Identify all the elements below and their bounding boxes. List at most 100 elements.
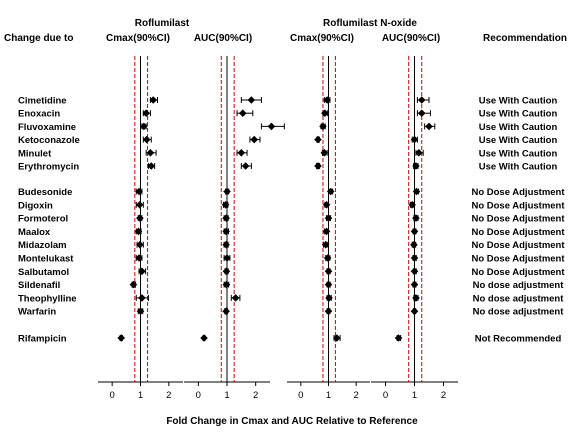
recommendation-label: Use With Caution [479, 96, 558, 107]
panel-3: 0 1 2 [287, 56, 370, 401]
point-estimate-marker [250, 135, 259, 144]
point-estimate-marker [142, 109, 150, 117]
point-estimate-marker [117, 334, 126, 342]
point-estimate-marker [324, 267, 333, 276]
header-recommendation: Recommendation [483, 33, 567, 44]
point-estimate-marker [324, 307, 333, 315]
point-estimate-marker [223, 254, 231, 262]
x-tick-label: 1 [224, 390, 229, 401]
point-estimate-marker [222, 240, 230, 249]
point-estimate-marker [222, 280, 231, 289]
point-estimate-marker [410, 254, 419, 262]
point-estimate-marker [425, 122, 433, 131]
x-axis-label: Fold Change in Cmax and AUC Relative to … [166, 416, 418, 427]
drug-label: Erythromycin [18, 162, 79, 173]
x-tick-label: 1 [412, 390, 417, 401]
point-estimate-marker [394, 334, 403, 342]
point-estimate-marker [412, 162, 420, 170]
x-tick-label: 0 [110, 390, 115, 401]
point-estimate-marker [241, 162, 250, 170]
recommendation-label: No Dose Adjustment [471, 227, 565, 238]
recommendation-label: Use With Caution [479, 109, 558, 120]
point-estimate-marker [410, 267, 419, 276]
point-estimate-marker [333, 334, 341, 342]
point-estimate-marker [138, 294, 146, 302]
point-estimate-marker [410, 135, 419, 144]
panel-1: 0 1 2 [98, 56, 183, 401]
header-panel-2: AUC(90%CI) [194, 33, 252, 44]
header-panel-3: Cmax(90%CI) [290, 33, 354, 44]
point-estimate-marker [135, 201, 144, 209]
point-estimate-marker [135, 187, 143, 196]
point-estimate-marker [200, 334, 208, 342]
point-estimate-marker [138, 267, 146, 276]
header-roflumilast-n-oxide: Roflumilast N-oxide [323, 18, 417, 29]
point-estimate-marker [135, 254, 143, 262]
point-estimate-marker [267, 122, 276, 131]
drug-label: Formoterol [18, 214, 68, 225]
drug-label: Salbutamol [18, 267, 69, 278]
point-estimate-marker [322, 201, 331, 209]
point-estimate-marker [412, 294, 420, 302]
x-tick-label: 0 [298, 390, 303, 401]
point-estimate-marker [149, 96, 158, 104]
header-change-due-to: Change due to [4, 33, 73, 44]
point-estimate-marker [314, 162, 322, 170]
point-estimate-marker [323, 254, 332, 262]
point-estimate-marker [410, 307, 419, 315]
point-estimate-marker [321, 240, 330, 249]
drug-label: Warfarin [18, 307, 56, 318]
point-estimate-marker [134, 227, 143, 236]
drug-label: Enoxacin [18, 109, 60, 120]
drug-label: Theophylline [18, 293, 77, 304]
point-estimate-marker [222, 227, 230, 236]
x-tick-label: 1 [326, 390, 331, 401]
point-estimate-marker [142, 135, 151, 144]
point-estimate-marker [238, 109, 247, 117]
point-estimate-marker [321, 109, 329, 117]
point-estimate-marker [222, 267, 231, 276]
x-tick-label: 1 [138, 390, 143, 401]
recommendation-label: Use With Caution [479, 135, 558, 146]
point-estimate-marker [415, 149, 423, 157]
header-roflumilast: Roflumilast [135, 18, 190, 29]
point-estimate-marker [417, 96, 426, 104]
x-tick-label: 0 [383, 390, 388, 401]
recommendation-label: Use With Caution [479, 162, 558, 173]
point-estimate-marker [136, 214, 144, 222]
recommendation-label: No Dose Adjustment [471, 254, 565, 265]
point-estimate-marker [410, 240, 418, 249]
point-estimate-marker [222, 307, 230, 315]
point-estimate-marker [412, 214, 420, 222]
drug-label: Cimetidine [18, 96, 67, 107]
point-estimate-marker [136, 240, 144, 249]
point-estimate-marker [147, 162, 156, 170]
panel-2: 0 1 2 [184, 56, 285, 401]
recommendation-label: Use With Caution [479, 148, 558, 159]
point-estimate-marker [146, 149, 155, 157]
drug-label: Budesonide [18, 187, 72, 198]
point-estimate-marker [314, 135, 322, 144]
point-estimate-marker [231, 294, 240, 302]
panel-4: 0 1 2 [371, 56, 458, 401]
point-estimate-marker [136, 307, 145, 315]
x-tick-label: 2 [354, 390, 359, 401]
header-panel-4: AUC(90%CI) [382, 33, 440, 44]
recommendation-label: No Dose Adjustment [471, 240, 565, 251]
point-estimate-marker [129, 280, 138, 289]
drug-label: Ketoconazole [18, 135, 80, 146]
point-estimate-marker [325, 294, 333, 302]
point-estimate-marker [237, 149, 246, 157]
point-estimate-marker [324, 214, 333, 222]
drug-label: Midazolam [18, 240, 67, 251]
recommendation-label: No Dose Adjustment [471, 187, 565, 198]
recommendation-label: No dose adjustment [473, 293, 565, 304]
point-estimate-marker [319, 122, 327, 131]
point-estimate-marker [223, 187, 231, 196]
x-tick-label: 2 [253, 390, 258, 401]
recommendation-label: No Dose Adjustment [471, 214, 565, 225]
recommendation-label: Use With Caution [479, 122, 558, 133]
point-estimate-marker [326, 187, 335, 196]
drug-label: Maalox [18, 227, 51, 238]
